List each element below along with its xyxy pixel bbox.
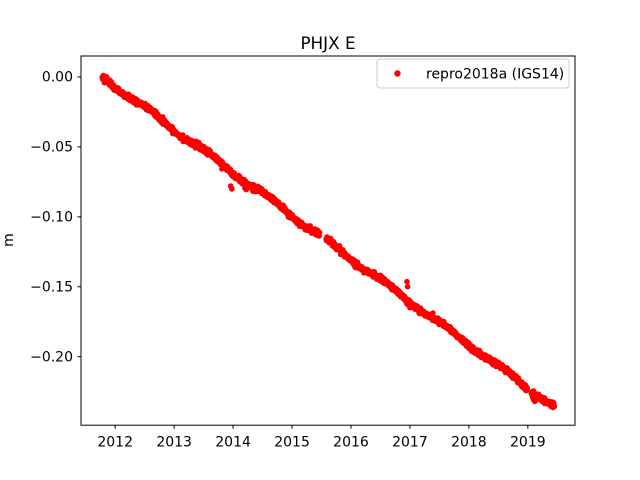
data-point-outlier bbox=[533, 395, 539, 402]
y-axis-label: m bbox=[1, 233, 17, 247]
x-tick-label: 2014 bbox=[215, 435, 251, 451]
legend-label: repro2018a (IGS14) bbox=[426, 67, 564, 83]
legend-box bbox=[376, 58, 570, 89]
data-point-outlier bbox=[219, 166, 225, 172]
y-tick-label: 0.00 bbox=[42, 70, 73, 86]
y-tick-label: −0.10 bbox=[30, 209, 73, 225]
x-tick-label: 2016 bbox=[333, 435, 369, 451]
data-point-outlier bbox=[243, 186, 249, 193]
legend: repro2018a (IGS14) bbox=[376, 58, 570, 89]
scatter-series bbox=[99, 72, 557, 411]
y-tick-label: −0.15 bbox=[30, 279, 73, 295]
data-point-outlier bbox=[404, 278, 410, 285]
chart-title: PHJX E bbox=[300, 33, 355, 53]
x-tick-label: 2012 bbox=[97, 435, 133, 451]
data-point bbox=[430, 310, 436, 316]
data-point-outlier bbox=[229, 186, 235, 192]
data-point bbox=[316, 229, 323, 236]
data-point bbox=[524, 385, 531, 392]
axes-frame bbox=[80, 55, 576, 426]
y-tick-label: −0.05 bbox=[30, 140, 73, 156]
x-tick-label: 2018 bbox=[451, 435, 487, 451]
x-tick-label: 2019 bbox=[510, 435, 546, 451]
legend-marker-icon bbox=[394, 70, 401, 77]
data-point bbox=[551, 403, 557, 410]
x-tick-label: 2017 bbox=[392, 435, 428, 451]
x-tick-label: 2013 bbox=[156, 435, 192, 451]
y-tick-label: −0.20 bbox=[30, 349, 73, 365]
data-point-outlier bbox=[404, 283, 411, 290]
axis-ticks: 2012 2013 2014 2015 2016 2017 2018 2019 0.00 −0.0… bbox=[30, 70, 546, 451]
x-tick-label: 2015 bbox=[274, 435, 310, 451]
